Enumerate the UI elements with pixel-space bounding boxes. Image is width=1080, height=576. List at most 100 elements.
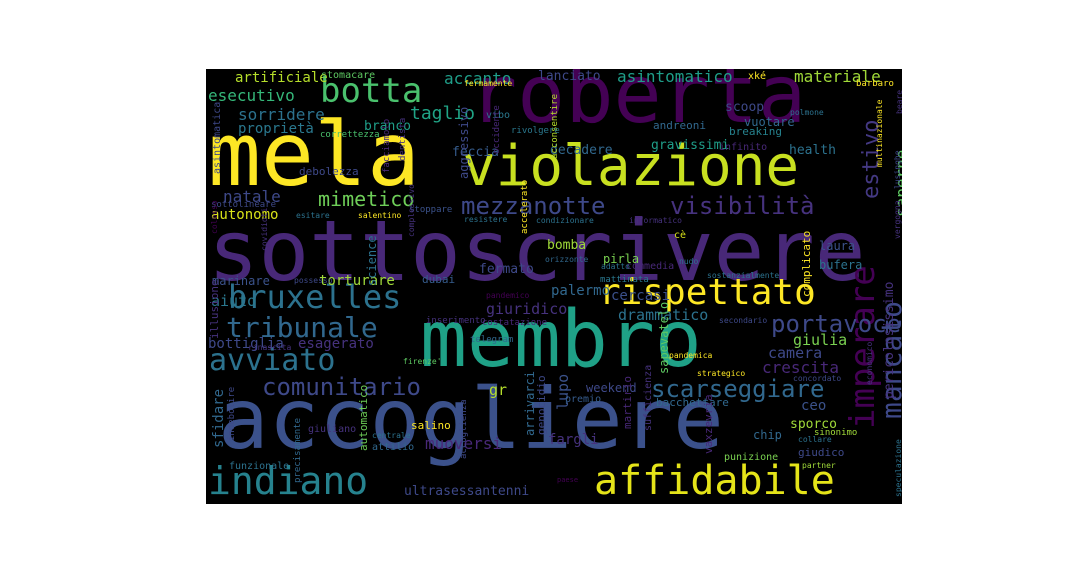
- cloud-word: giulia: [793, 331, 848, 349]
- cloud-word: autonomo: [211, 207, 279, 223]
- cloud-word: bottiglia: [208, 336, 284, 352]
- cloud-word: attilio: [372, 442, 415, 453]
- cloud-word: pericolosissimo: [882, 281, 897, 399]
- cloud-word: condizionare: [536, 216, 594, 225]
- cloud-word: accoglienza: [459, 399, 469, 459]
- cloud-word: genocidio: [535, 375, 548, 435]
- cloud-word: funzionale: [229, 461, 290, 472]
- cloud-word: dentista: [398, 117, 408, 161]
- cloud-word: salino: [411, 419, 451, 432]
- cloud-word: firenze': [403, 357, 442, 366]
- cloud-word: gravissimi: [651, 138, 730, 153]
- cloud-word: xké: [748, 71, 767, 82]
- cloud-word: sporco: [790, 417, 837, 432]
- cloud-word: botta: [320, 71, 423, 111]
- cloud-word: rispettato: [599, 272, 816, 313]
- cloud-word: avviato: [209, 343, 336, 378]
- cloud-word: chip: [753, 428, 782, 442]
- cloud-word: mattinata: [600, 275, 649, 285]
- cloud-word: sinonimo: [814, 428, 858, 438]
- cloud-word: multinazionale: [875, 99, 884, 167]
- cloud-word: rinascita: [248, 343, 292, 352]
- cloud-word: illusione: [208, 279, 221, 339]
- cloud-word: fermamente: [464, 79, 513, 88]
- cloud-word: correttezza: [320, 130, 380, 140]
- cloud-word: torturare: [319, 273, 395, 289]
- cloud-word: materiale: [794, 69, 881, 86]
- cloud-word: giudico: [798, 446, 845, 459]
- cloud-word: orizzonte: [545, 255, 589, 264]
- cloud-word: vibo: [486, 110, 511, 121]
- cloud-word: sapevatelo: [657, 301, 671, 374]
- cloud-word: possesso: [294, 276, 333, 285]
- cloud-word: polmone: [790, 108, 824, 117]
- cloud-word: concordato: [793, 374, 842, 383]
- cloud-word: bomba: [547, 238, 587, 253]
- cloud-word: telegram: [470, 335, 514, 345]
- cloud-word: vaxzevria: [702, 394, 715, 454]
- cloud-word: collare: [798, 435, 832, 444]
- cloud-word: portavoce: [771, 310, 902, 338]
- cloud-word: inserimento: [426, 316, 486, 326]
- cloud-word: martirio: [621, 376, 634, 429]
- cloud-word: bacchettare: [656, 396, 729, 409]
- cloud-word: colosso: [210, 200, 219, 234]
- cloud-word: sufficienza: [643, 364, 654, 431]
- cloud-word: science: [365, 235, 379, 286]
- cloud-word: costatazione: [482, 318, 548, 328]
- cloud-word: camera: [768, 344, 823, 362]
- cloud-word: lanciato: [538, 69, 601, 84]
- cloud-word: accogliere: [218, 370, 724, 468]
- cloud-word: sfidare: [211, 388, 227, 448]
- cloud-word: barbaro: [856, 79, 894, 89]
- cloud-word: partner: [802, 461, 836, 470]
- cloud-word: palermo: [551, 283, 611, 299]
- cloud-word: tribunale: [226, 311, 378, 344]
- cloud-word: cè: [674, 230, 687, 241]
- cloud-word: strategico: [697, 369, 746, 378]
- cloud-word: fargli: [548, 432, 599, 448]
- cloud-word: artificiale: [235, 70, 328, 86]
- cloud-word: scoop: [725, 100, 765, 115]
- cloud-word: salentino: [358, 211, 402, 220]
- cloud-word: breaking: [729, 125, 782, 138]
- cloud-word: lusinghe: [893, 150, 902, 189]
- cloud-word: commedia: [626, 261, 675, 272]
- cloud-word: scarseggiare: [651, 375, 825, 403]
- cloud-word: natale: [223, 187, 281, 206]
- cloud-word: accelerato: [520, 179, 530, 234]
- cloud-word: taglio: [410, 103, 476, 124]
- cloud-word: adatto: [601, 262, 630, 271]
- cloud-word: asintomatica: [212, 101, 223, 174]
- cloud-word: gr: [489, 381, 508, 399]
- cloud-word: indebolire: [227, 386, 237, 441]
- cloud-word: fermato: [479, 262, 534, 277]
- cloud-word: ceo: [801, 398, 827, 414]
- cloud-word: visibilità: [670, 192, 815, 220]
- cloud-word: violazione: [462, 134, 800, 199]
- cloud-word: complessivo: [407, 184, 416, 237]
- cloud-word: sorridere: [238, 105, 325, 124]
- cloud-word: accanto: [444, 69, 512, 88]
- cloud-word: pandemica: [669, 351, 713, 360]
- cloud-word: giuliano: [308, 424, 357, 435]
- cloud-word: sostanzialmente: [707, 271, 780, 280]
- cloud-word: debolezza: [299, 165, 359, 178]
- cloud-word: occidente: [492, 105, 502, 154]
- word-cloud: roberta mela violazione sottoscrivere membro…: [206, 69, 902, 504]
- cloud-word: beare: [895, 89, 902, 114]
- cloud-word: cercasi: [611, 288, 671, 304]
- cloud-word: bufera: [819, 258, 863, 272]
- cloud-word: branco: [364, 119, 411, 134]
- cloud-word: aiuto: [211, 292, 257, 310]
- cloud-word: stomacare: [321, 70, 376, 81]
- cloud-word: nudo: [679, 257, 699, 266]
- cloud-word: mimetico: [318, 187, 415, 211]
- cloud-word: complicato: [800, 230, 813, 297]
- cloud-word: sottolineare: [211, 200, 277, 210]
- cloud-word: giuridico: [486, 300, 568, 318]
- cloud-word: punizione: [724, 452, 779, 463]
- cloud-word: infinito: [719, 142, 768, 153]
- cloud-word: automatico: [357, 384, 370, 451]
- cloud-word: pandemico: [486, 291, 530, 300]
